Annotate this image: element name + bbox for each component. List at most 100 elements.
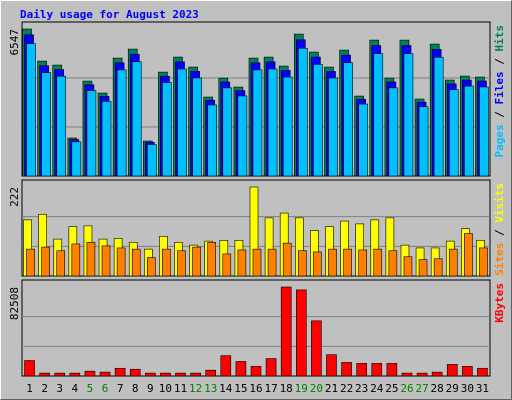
legend: Sites / Visits bbox=[493, 183, 506, 276]
bar bbox=[388, 250, 398, 277]
x-tick-label: 7 bbox=[117, 382, 124, 395]
bar bbox=[267, 68, 278, 177]
bar bbox=[237, 249, 247, 277]
y-tick-label: 82508 bbox=[8, 287, 21, 320]
bar bbox=[69, 372, 81, 377]
x-tick-label: 23 bbox=[355, 382, 368, 395]
x-tick-label: 21 bbox=[325, 382, 338, 395]
bar bbox=[280, 286, 292, 377]
x-tick-label: 1 bbox=[26, 382, 33, 395]
bar bbox=[192, 246, 201, 277]
bar bbox=[235, 361, 247, 377]
x-tick-label: 13 bbox=[204, 382, 217, 395]
bar bbox=[313, 251, 322, 277]
bar bbox=[192, 77, 202, 177]
bar bbox=[479, 86, 489, 177]
legend-entry: Visits bbox=[493, 183, 506, 223]
bar bbox=[433, 258, 443, 277]
legend-entry: KBytes bbox=[493, 283, 506, 323]
bar bbox=[26, 248, 35, 277]
bar bbox=[114, 367, 126, 377]
bar bbox=[418, 259, 428, 277]
bar bbox=[343, 248, 352, 277]
bar bbox=[175, 372, 186, 377]
x-tick-label: 20 bbox=[310, 382, 323, 395]
bar bbox=[371, 363, 383, 377]
bar bbox=[358, 103, 368, 177]
bar bbox=[464, 233, 473, 277]
x-tick-label: 27 bbox=[415, 382, 428, 395]
legend-separator: / bbox=[493, 52, 506, 72]
bar bbox=[328, 77, 338, 177]
bar bbox=[24, 360, 35, 377]
bar bbox=[71, 141, 82, 177]
bar bbox=[162, 248, 171, 277]
bar bbox=[160, 372, 171, 377]
bar bbox=[250, 366, 262, 377]
bar bbox=[41, 246, 50, 277]
bar bbox=[252, 248, 262, 277]
x-tick-label: 8 bbox=[132, 382, 139, 395]
y-tick-label: 6547 bbox=[8, 29, 21, 56]
bar bbox=[311, 320, 322, 377]
bar bbox=[252, 69, 263, 177]
x-tick-label: 12 bbox=[189, 382, 202, 395]
legend-entry: Sites bbox=[493, 243, 506, 276]
bar bbox=[190, 372, 201, 377]
bar bbox=[147, 144, 157, 177]
x-tick-label: 10 bbox=[159, 382, 172, 395]
bar bbox=[220, 355, 232, 377]
bar bbox=[295, 289, 307, 377]
x-tick-label: 11 bbox=[174, 382, 187, 395]
x-tick-label: 16 bbox=[249, 382, 262, 395]
bar bbox=[477, 367, 488, 377]
bar bbox=[147, 257, 156, 277]
bar bbox=[131, 248, 141, 277]
bar bbox=[297, 250, 307, 277]
x-tick-label: 22 bbox=[340, 382, 353, 395]
x-tick-label: 29 bbox=[446, 382, 459, 395]
bar bbox=[162, 82, 172, 177]
bar bbox=[358, 249, 367, 277]
x-tick-label: 28 bbox=[431, 382, 444, 395]
bar bbox=[56, 250, 66, 277]
bar bbox=[177, 250, 186, 277]
bar bbox=[356, 363, 367, 377]
x-tick-label: 26 bbox=[400, 382, 413, 395]
legend-separator: / bbox=[493, 223, 506, 243]
legend-separator: / bbox=[493, 105, 506, 125]
bar bbox=[39, 372, 50, 377]
y-tick-label: 222 bbox=[8, 187, 21, 207]
bar bbox=[448, 248, 458, 277]
x-tick-label: 14 bbox=[219, 382, 233, 395]
bar bbox=[373, 53, 384, 177]
x-tick-label: 3 bbox=[56, 382, 63, 395]
bar bbox=[418, 106, 429, 177]
bar bbox=[386, 363, 398, 377]
x-tick-label: 31 bbox=[476, 382, 489, 395]
bar bbox=[207, 242, 217, 277]
bar bbox=[41, 72, 51, 177]
bar bbox=[222, 253, 232, 277]
bar bbox=[326, 354, 337, 377]
bar bbox=[388, 87, 399, 177]
x-tick-label: 5 bbox=[87, 382, 94, 395]
bar bbox=[328, 248, 337, 277]
panel bbox=[21, 279, 491, 377]
bar bbox=[56, 75, 67, 177]
bar bbox=[129, 368, 141, 377]
bar bbox=[282, 76, 293, 177]
bar bbox=[448, 89, 459, 177]
bar bbox=[84, 370, 96, 377]
legend-entry: Files bbox=[493, 71, 506, 104]
bar bbox=[71, 243, 81, 277]
bar bbox=[101, 101, 112, 177]
bar bbox=[431, 371, 443, 377]
bar bbox=[99, 371, 111, 377]
x-tick-label: 6 bbox=[102, 382, 109, 395]
x-tick-label: 9 bbox=[147, 382, 154, 395]
legend-entry: Pages bbox=[493, 124, 506, 157]
bar bbox=[341, 362, 352, 377]
bar bbox=[54, 372, 66, 377]
